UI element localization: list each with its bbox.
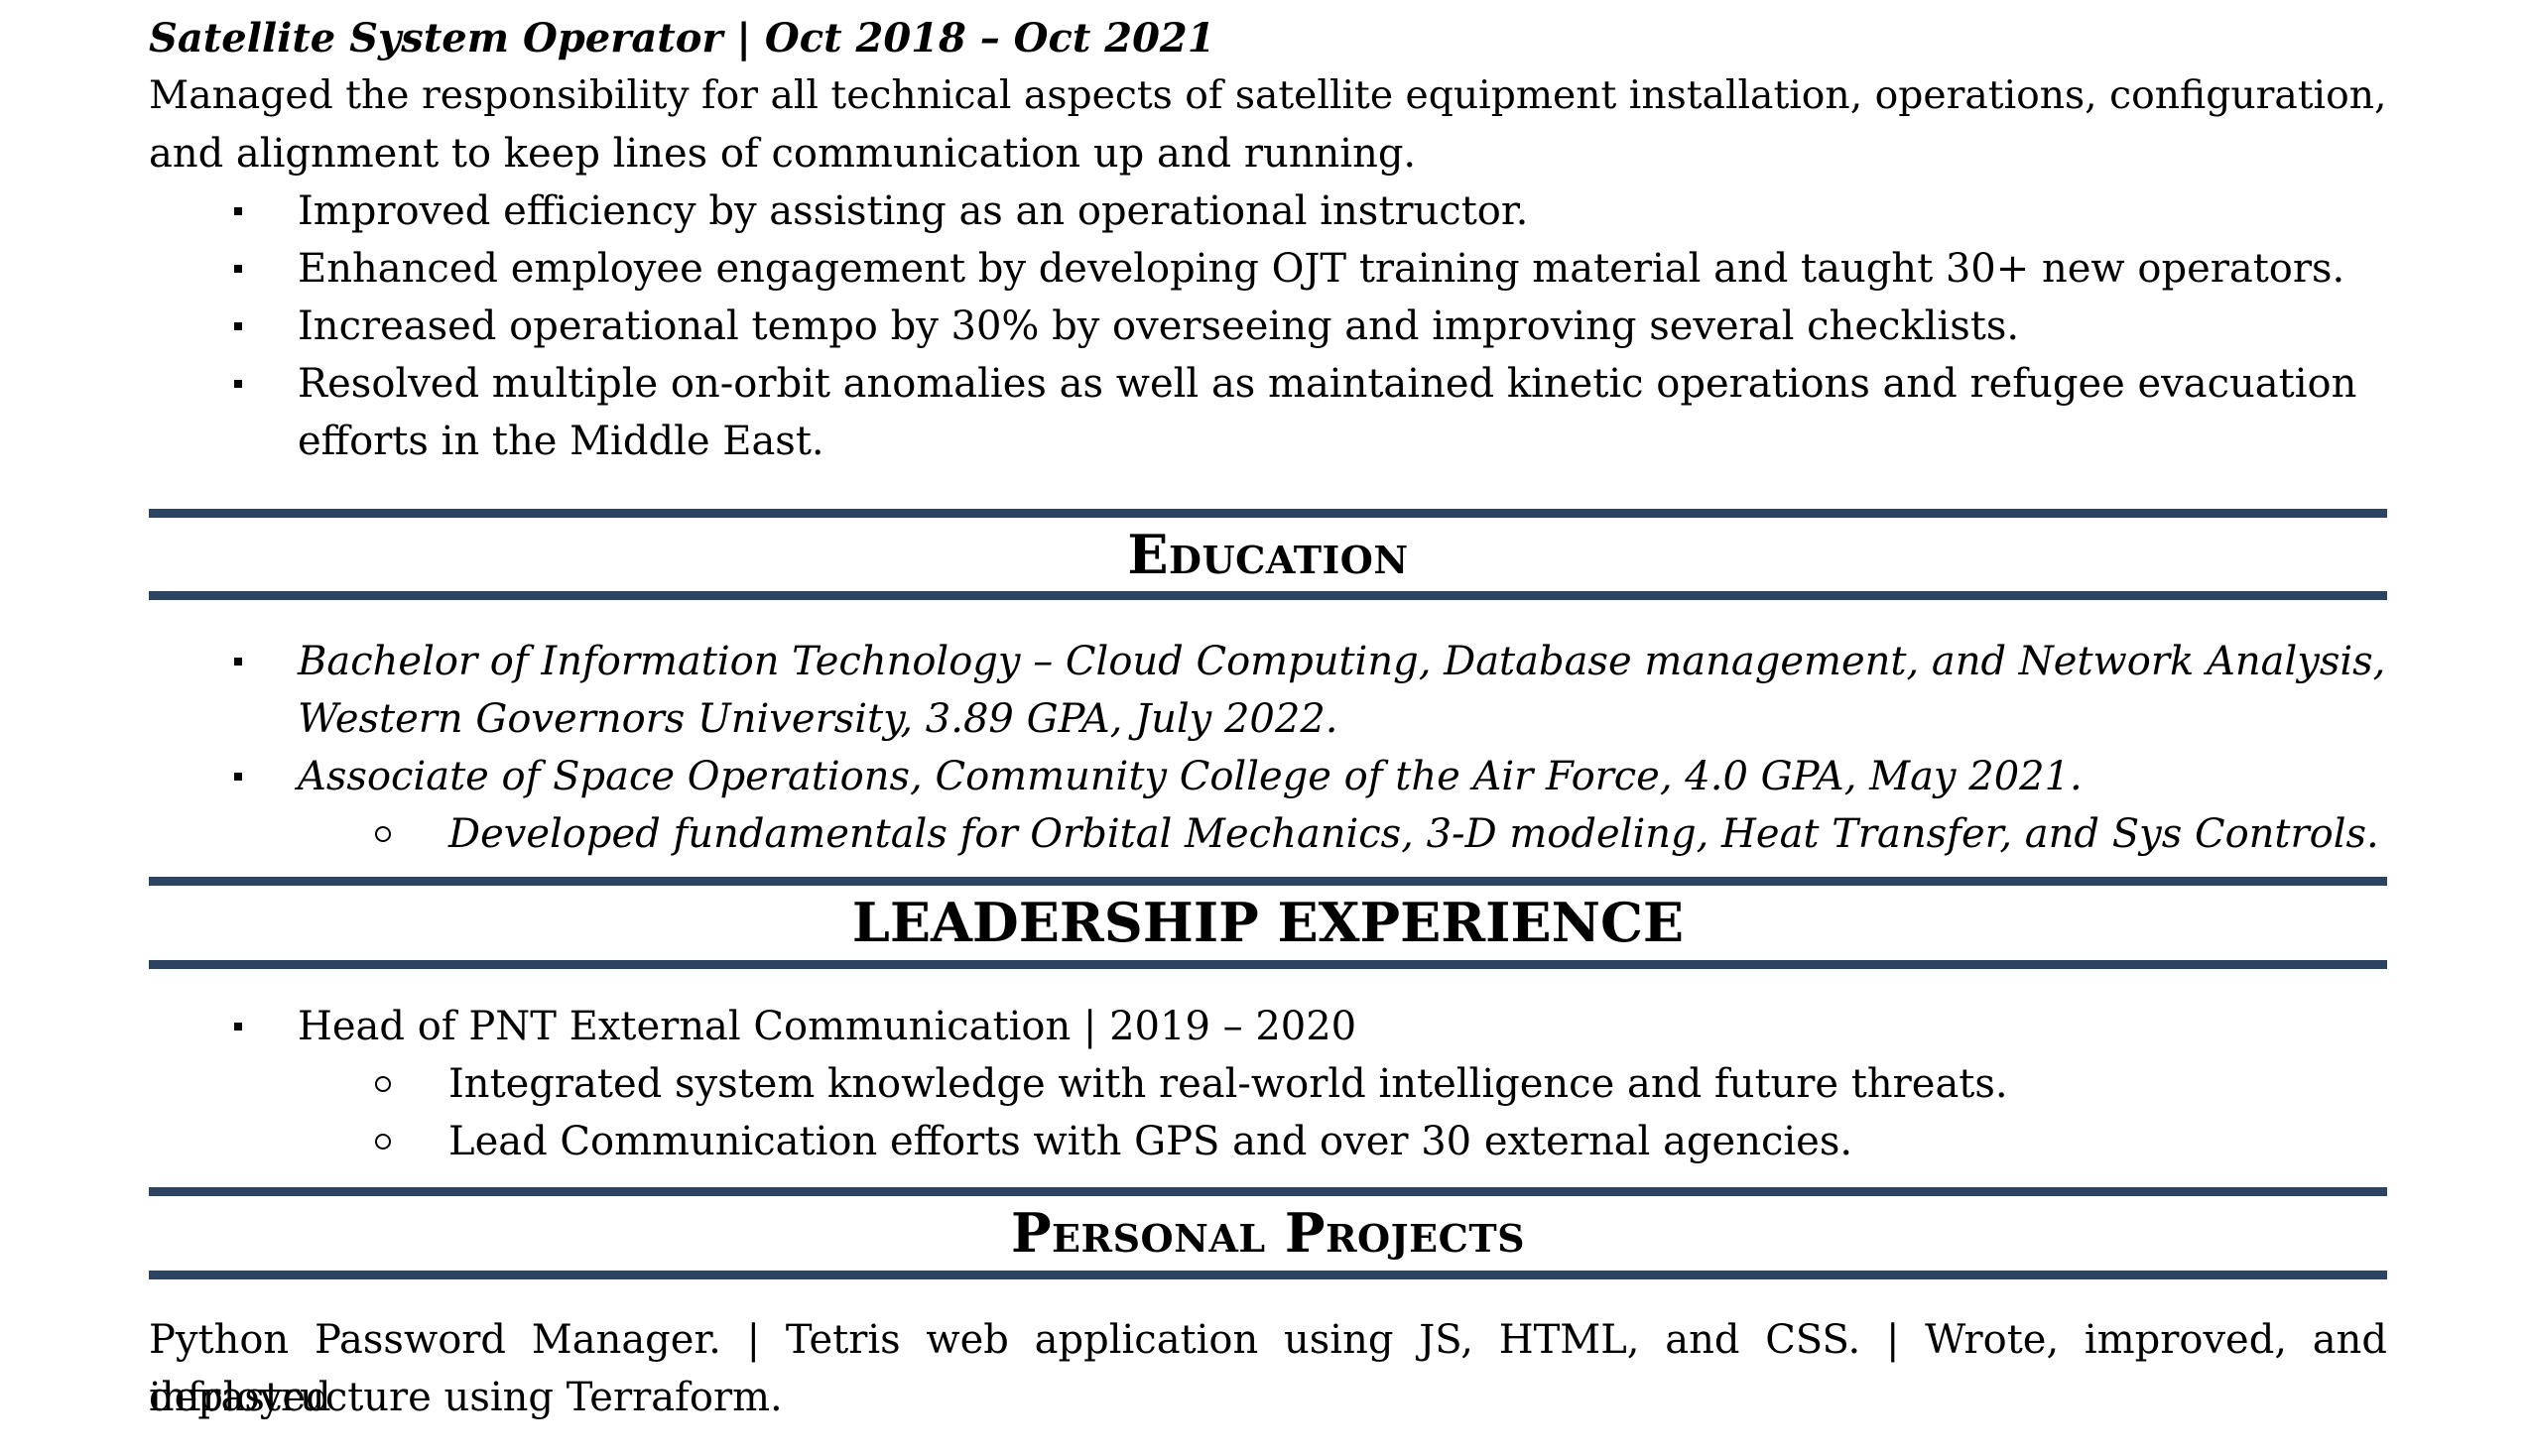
leadership-heading: LEADERSHIP EXPERIENCE: [851, 891, 1685, 954]
education-item-text: Bachelor of Information Technology – Clo…: [298, 639, 2386, 684]
section-rule-bottom: [149, 1271, 2387, 1279]
education-item-text: Associate of Space Operations, Community…: [298, 754, 2083, 799]
education-sub-item-text: Developed fundamentals for Orbital Mecha…: [448, 811, 2379, 857]
projects-heading: Personal Projects: [1010, 1201, 1526, 1265]
section-rule-bottom: [149, 591, 2387, 600]
projects-text-line-1: Python Password Manager. | Tetris web ap…: [149, 1317, 2387, 1420]
job-bullet-text: Increased operational tempo by 30% by ov…: [298, 303, 2020, 349]
section-rule-bottom: [149, 960, 2387, 969]
job-summary-line-2: and alignment to keep lines of communica…: [149, 131, 1417, 177]
job-bullet-text: efforts in the Middle East.: [298, 419, 824, 464]
job-title: Satellite System Operator | Oct 2018 – O…: [149, 15, 1215, 61]
job-bullet-text: Resolved multiple on-orbit anomalies as …: [298, 361, 2357, 407]
job-summary-line-1: Managed the responsibility for all techn…: [149, 73, 2387, 118]
section-rule-top: [149, 1187, 2387, 1196]
leadership-sub-item-text: Lead Communication efforts with GPS and …: [448, 1119, 1853, 1164]
section-rule-top: [149, 509, 2387, 518]
leadership-item-text: Head of PNT External Communication | 201…: [298, 1004, 1357, 1049]
job-bullet-text: Enhanced employee engagement by developi…: [298, 246, 2345, 292]
job-bullet-text: Improved efficiency by assisting as an o…: [298, 188, 1529, 234]
education-heading: Education: [1127, 523, 1409, 586]
leadership-sub-item-text: Integrated system knowledge with real-wo…: [448, 1061, 2008, 1107]
section-rule-top: [149, 877, 2387, 886]
projects-text-line-2: infrastructure using Terraform.: [149, 1375, 783, 1420]
education-item-text: Western Governors University, 3.89 GPA, …: [298, 696, 1338, 742]
